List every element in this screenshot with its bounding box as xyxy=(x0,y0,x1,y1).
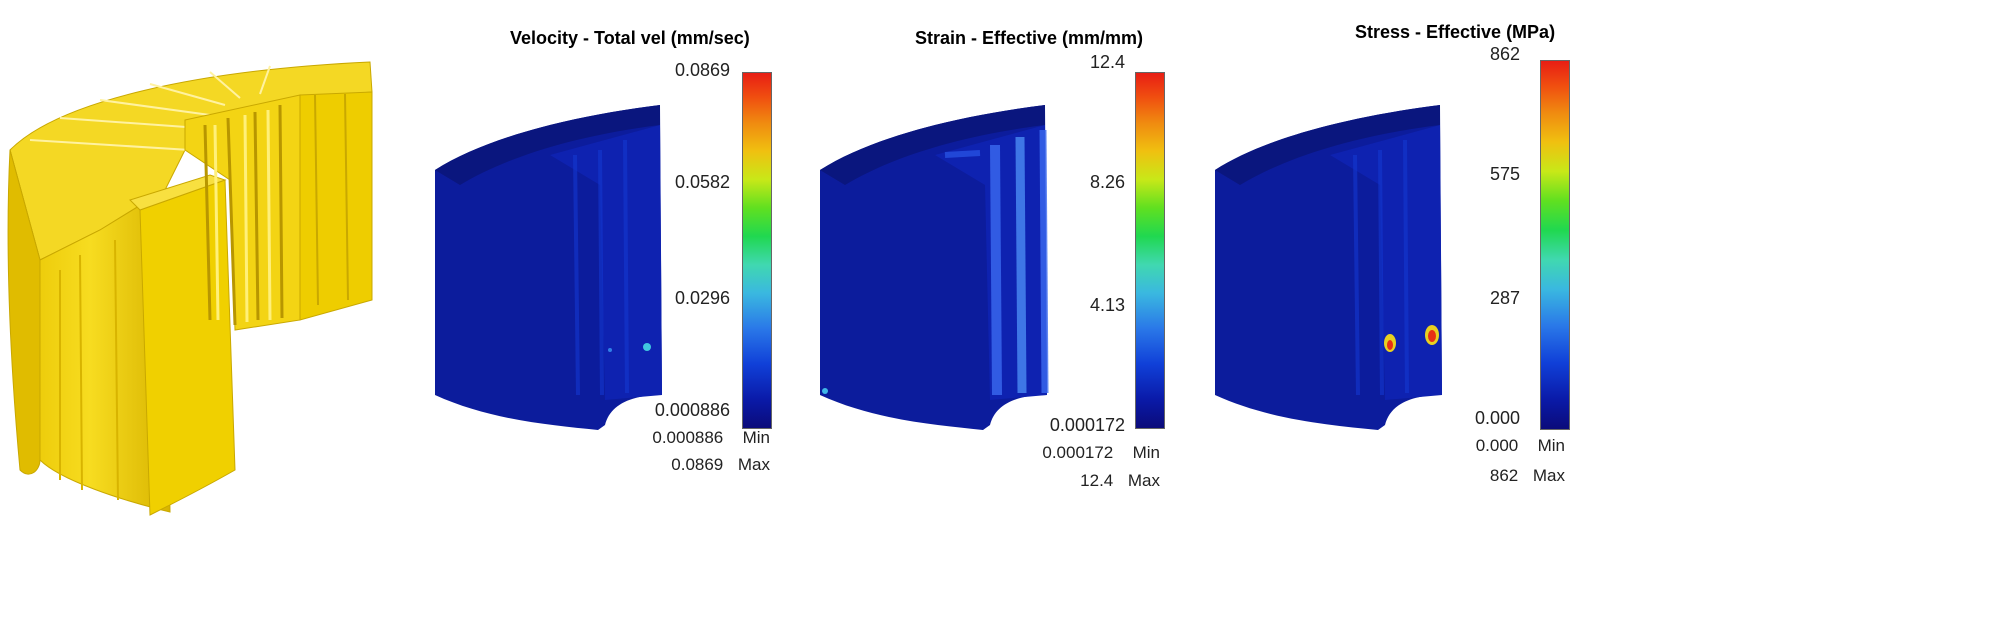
stress-colorbar xyxy=(1540,60,1570,430)
stress-max-value: 862 xyxy=(1489,466,1519,485)
stress-tick-3: 287 xyxy=(1489,288,1520,308)
velocity-min-value: 0.000886 xyxy=(652,428,724,447)
velocity-hotspot xyxy=(643,343,651,351)
strain-tick-2: 8.26 xyxy=(1089,172,1125,192)
gear-segment-yellow-model xyxy=(7,61,373,516)
strain-colorbar xyxy=(1135,72,1165,429)
stress-contour-model xyxy=(1215,105,1442,430)
velocity-panel: Velocity - Total vel (mm/sec) 0.0869 0.0… xyxy=(430,0,990,633)
velocity-max-label: Max xyxy=(737,455,770,474)
strain-tick-max: 12.4 xyxy=(1089,52,1125,72)
stress-min-readout: 0.000 Min xyxy=(1400,436,1565,456)
velocity-min-label: Min xyxy=(742,428,770,447)
strain-min-readout: 0.000172 Min xyxy=(990,443,1160,463)
velocity-title: Velocity - Total vel (mm/sec) xyxy=(510,28,750,48)
strain-tick-3: 4.13 xyxy=(1089,295,1125,315)
velocity-max-value: 0.0869 xyxy=(671,455,724,474)
velocity-tick-3: 0.0296 xyxy=(674,288,730,308)
strain-tick-min: 0.000172 xyxy=(1049,415,1125,435)
strain-max-value: 12.4 xyxy=(1080,471,1114,490)
strain-max-readout: 12.4 Max xyxy=(990,471,1160,491)
stress-max-label: Max xyxy=(1532,466,1565,485)
velocity-colorbar xyxy=(742,72,772,429)
strain-max-label: Max xyxy=(1127,471,1160,490)
velocity-max-readout: 0.0869 Max xyxy=(610,455,770,475)
stress-min-label: Min xyxy=(1537,436,1565,455)
velocity-contour-model xyxy=(435,105,662,430)
velocity-tick-min: 0.000886 xyxy=(654,400,730,420)
stress-min-value: 0.000 xyxy=(1475,436,1519,455)
strain-panel: Strain - Effective (mm/mm) 12.4 8.26 4.1… xyxy=(815,0,1375,633)
stress-tick-2: 575 xyxy=(1489,164,1520,184)
strain-min-value: 0.000172 xyxy=(1042,443,1114,462)
stress-tick-min: 0.000 xyxy=(1474,408,1520,428)
velocity-tick-max: 0.0869 xyxy=(674,60,730,80)
velocity-min-readout: 0.000886 Min xyxy=(610,428,770,448)
gear-model-view xyxy=(0,0,400,633)
stress-panel: Stress - Effective (MPa) 862 575 287 0.0… xyxy=(1210,0,1770,633)
strain-title: Strain - Effective (mm/mm) xyxy=(915,28,1144,48)
strain-contour-model xyxy=(820,105,1049,430)
velocity-tick-2: 0.0582 xyxy=(674,172,730,192)
stress-title: Stress - Effective (MPa) xyxy=(1355,22,1556,42)
strain-min-label: Min xyxy=(1132,443,1160,462)
stress-tick-max: 862 xyxy=(1489,44,1520,64)
stress-max-readout: 862 Max xyxy=(1400,466,1565,486)
